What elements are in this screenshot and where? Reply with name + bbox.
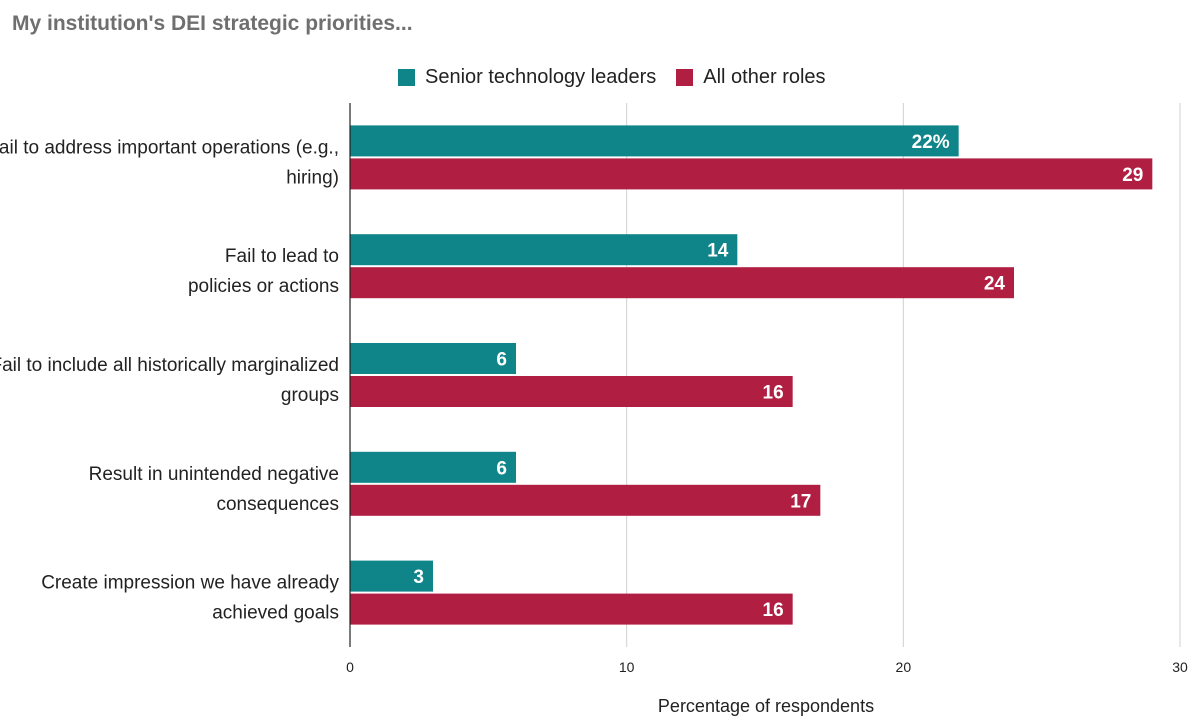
x-tick-label-1: 10 [619, 659, 635, 675]
legend-label-senior: Senior technology leaders [425, 66, 657, 88]
data-label-other-0: 29 [1122, 165, 1143, 186]
category-label-2: Fail to include all historically margina… [0, 355, 339, 406]
legend-swatch-senior [398, 69, 415, 86]
category-label-4: Create impression we have already achieve… [41, 573, 339, 624]
data-label-other-1: 24 [984, 274, 1006, 295]
x-tick-label-2: 20 [896, 659, 912, 675]
x-axis-title: Percentage of respondents [658, 696, 874, 716]
category-label-1: Fail to lead to policies or actions [188, 246, 339, 297]
x-tick-label-0: 0 [346, 659, 354, 675]
data-label-other-4: 16 [763, 600, 784, 621]
legend-swatch-other [676, 69, 694, 86]
legend-label-other: All other roles [703, 66, 826, 88]
chart-legend: Senior technology leaders All other role… [398, 66, 846, 89]
bar-senior-2 [350, 343, 516, 374]
chart-title: My institution's DEI strategic prioritie… [12, 12, 413, 35]
data-label-senior-4: 3 [413, 567, 424, 588]
bar-senior-1 [350, 234, 738, 266]
data-label-senior-3: 6 [496, 458, 507, 479]
data-label-other-3: 17 [790, 491, 811, 512]
category-label-0: Fail to address important operations (e.… [0, 137, 339, 188]
bar-other-3 [350, 484, 821, 516]
bar-senior-4 [350, 560, 433, 592]
category-label-3: Result in unintended negative consequence… [89, 464, 339, 515]
bar-other-1 [350, 267, 1014, 299]
data-label-senior-1: 14 [707, 241, 729, 262]
x-tick-label-3: 30 [1172, 659, 1188, 675]
legend-item-senior: Senior technology leaders [398, 66, 656, 89]
data-label-senior-2: 6 [496, 350, 507, 371]
bar-senior-0 [350, 125, 959, 157]
data-label-senior-0: 22% [912, 132, 950, 153]
bar-other-0 [350, 158, 1153, 190]
bar-other-4 [350, 593, 793, 625]
bar-other-2 [350, 376, 793, 407]
bar-senior-3 [350, 451, 516, 483]
legend-item-other: All other roles [676, 66, 826, 89]
data-label-other-2: 16 [763, 383, 784, 404]
